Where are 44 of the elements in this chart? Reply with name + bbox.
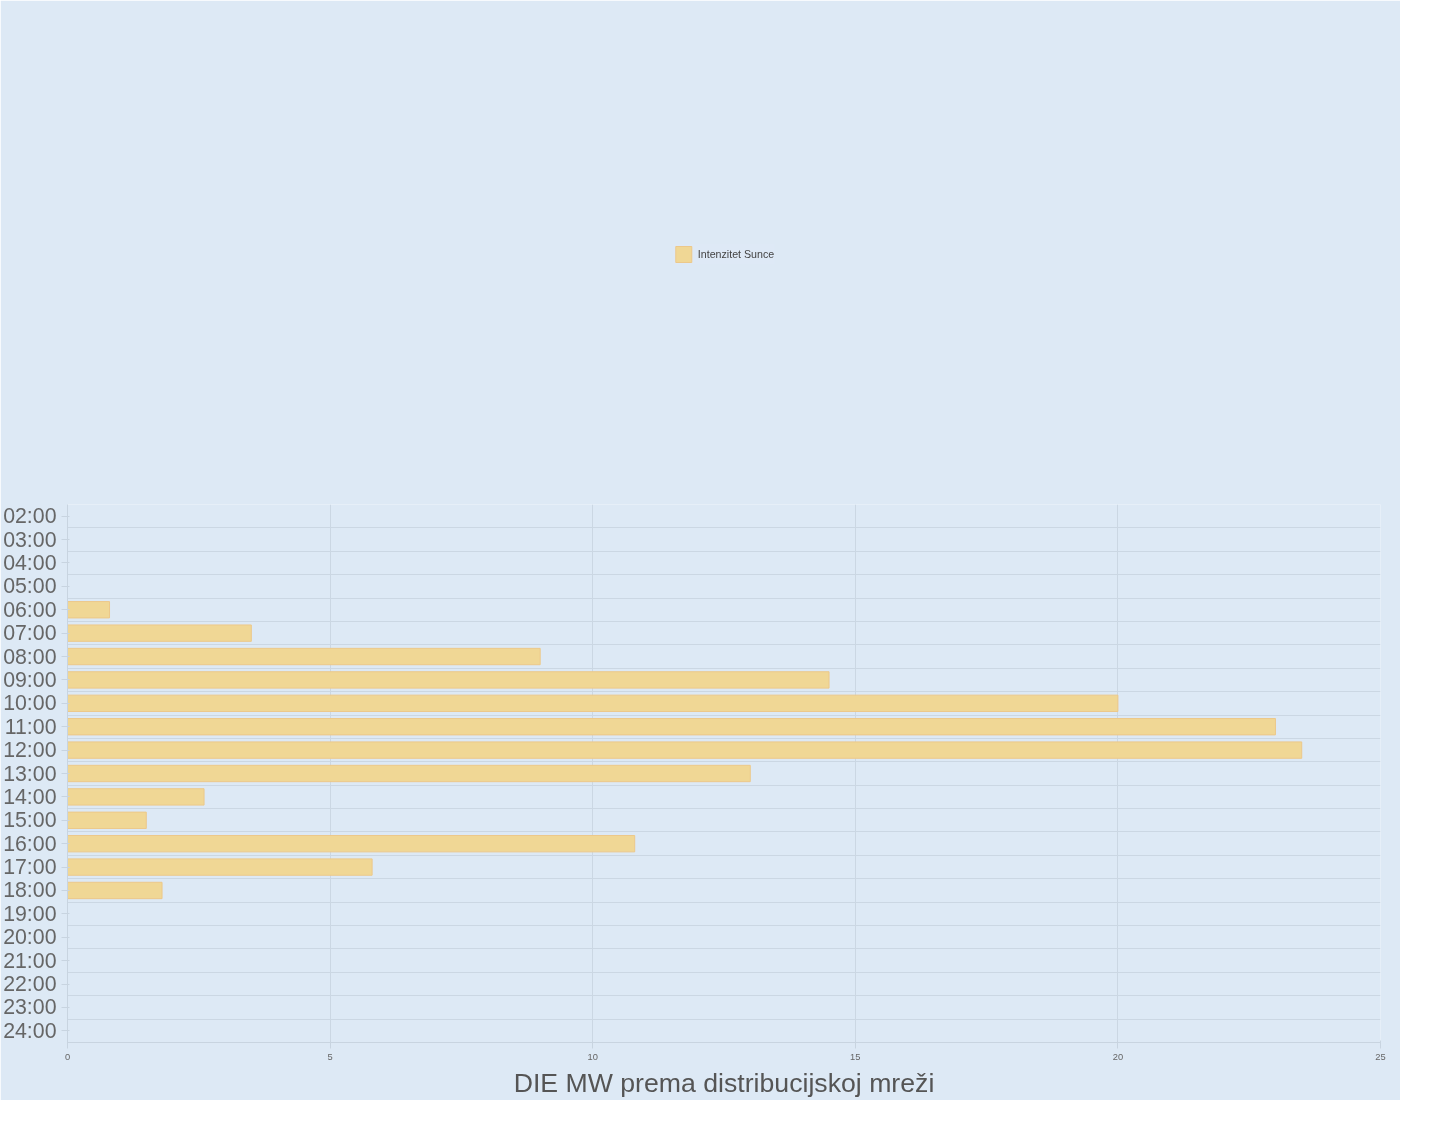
- bar: [67, 834, 636, 853]
- bar: [67, 624, 252, 642]
- y-tick-label: 20:00: [3, 925, 57, 950]
- y-tick-label: 22:00: [3, 972, 57, 997]
- y-tick-label: 11:00: [4, 714, 57, 739]
- x-tick-label: 15: [850, 1051, 861, 1062]
- bar: [67, 811, 147, 829]
- x-tick-label: 10: [587, 1051, 598, 1062]
- y-tick-label: 09:00: [3, 667, 57, 692]
- bar: [67, 858, 373, 876]
- bar: [67, 601, 111, 619]
- y-tick-label: 15:00: [3, 808, 57, 833]
- x-tick-label: 0: [64, 1051, 71, 1062]
- bar: [67, 718, 1276, 736]
- y-tick-label: 12:00: [3, 738, 57, 763]
- y-tick-label: 04:00: [3, 550, 57, 575]
- bar: [67, 788, 205, 806]
- y-tick-label: 13:00: [3, 761, 57, 786]
- y-tick-label: 10:00: [3, 691, 57, 716]
- x-tick-label: 25: [1375, 1051, 1386, 1062]
- legend-label: Intenzitet Sunce: [697, 248, 775, 260]
- y-tick-label: 24:00: [3, 1018, 57, 1043]
- bar: [67, 671, 830, 689]
- y-tick-label: 06:00: [3, 597, 57, 622]
- y-tick-label: 14:00: [3, 784, 57, 809]
- bar: [67, 881, 163, 900]
- y-tick-label: 08:00: [3, 644, 57, 669]
- bar: [67, 647, 541, 666]
- y-tick-label: 05:00: [3, 574, 57, 599]
- y-tick-label: 19:00: [3, 901, 57, 926]
- y-tick-label: 16:00: [3, 831, 57, 856]
- bar: [67, 741, 1303, 759]
- bar: [67, 694, 1119, 713]
- bar: [67, 764, 751, 783]
- y-tick-label: 23:00: [3, 995, 57, 1020]
- y-tick-label: 03:00: [3, 527, 57, 552]
- x-axis-title: DIE MW prema distribucijskoj mreži: [513, 1067, 935, 1098]
- y-tick-label: 07:00: [3, 621, 57, 646]
- y-tick-label: 21:00: [3, 948, 57, 973]
- y-tick-label: 18:00: [3, 878, 57, 903]
- y-tick-label: 17:00: [3, 855, 57, 880]
- x-tick-label: 5: [327, 1051, 333, 1062]
- y-tick-label: 02:00: [3, 504, 57, 529]
- x-tick-label: 20: [1112, 1051, 1124, 1062]
